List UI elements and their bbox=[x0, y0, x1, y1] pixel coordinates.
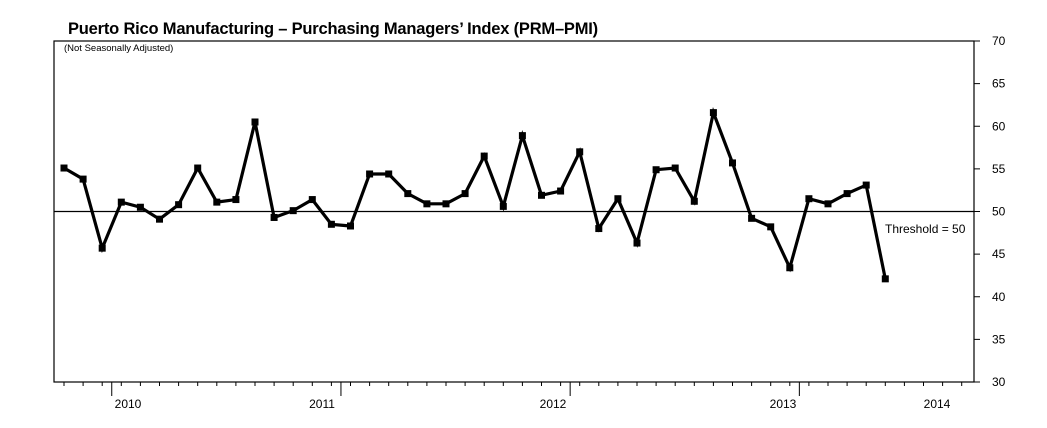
data-point bbox=[98, 244, 106, 252]
y-tick-label: 55 bbox=[992, 162, 1006, 176]
data-point bbox=[614, 195, 622, 203]
data-point bbox=[251, 118, 259, 126]
data-point bbox=[671, 164, 679, 172]
data-point bbox=[576, 148, 584, 156]
data-point bbox=[862, 181, 870, 189]
x-axis: 2010 2011 2012 2013 2014 bbox=[63, 382, 963, 411]
data-point bbox=[709, 109, 717, 117]
data-point bbox=[60, 164, 68, 172]
y-tick-label: 40 bbox=[992, 290, 1006, 304]
y-tick-label: 35 bbox=[992, 332, 1006, 346]
data-point bbox=[499, 202, 507, 210]
series-group bbox=[60, 106, 889, 283]
y-tick-label: 70 bbox=[992, 34, 1006, 48]
y-tick-label: 30 bbox=[992, 375, 1006, 389]
y-tick-label: 65 bbox=[992, 77, 1006, 91]
data-point bbox=[289, 207, 297, 215]
data-point bbox=[843, 190, 851, 198]
chart-title: Puerto Rico Manufacturing – Purchasing M… bbox=[68, 20, 598, 38]
data-point bbox=[308, 196, 316, 204]
data-point bbox=[690, 197, 698, 205]
threshold-label: Threshold = 50 bbox=[885, 222, 966, 236]
data-point bbox=[366, 170, 374, 178]
data-point bbox=[194, 164, 202, 172]
data-point bbox=[786, 264, 794, 272]
data-point bbox=[156, 215, 163, 223]
data-point bbox=[117, 198, 125, 206]
x-tick-label: 2013 bbox=[770, 397, 797, 411]
data-point bbox=[729, 159, 736, 167]
data-point bbox=[633, 239, 641, 247]
data-point bbox=[461, 190, 469, 198]
chart-subtitle: (Not Seasonally Adjusted) bbox=[64, 43, 173, 54]
data-point bbox=[767, 223, 775, 231]
data-point bbox=[538, 191, 545, 199]
series-line bbox=[63, 106, 887, 280]
data-point bbox=[881, 275, 889, 283]
x-tick-label: 2010 bbox=[115, 397, 142, 411]
data-point bbox=[423, 200, 431, 208]
data-point bbox=[595, 225, 603, 233]
data-point bbox=[327, 220, 335, 228]
x-tick-label: 2014 bbox=[924, 397, 951, 411]
y-tick-label: 60 bbox=[992, 119, 1006, 133]
data-point bbox=[557, 187, 565, 195]
data-point bbox=[79, 175, 87, 183]
data-point bbox=[136, 203, 144, 211]
y-tick-label: 50 bbox=[992, 205, 1006, 219]
y-axis: 30 35 40 45 50 55 60 65 70 bbox=[974, 34, 1006, 389]
data-point bbox=[232, 196, 240, 204]
data-point bbox=[442, 200, 450, 208]
data-point bbox=[480, 152, 488, 160]
data-point bbox=[748, 214, 756, 222]
data-point bbox=[347, 222, 354, 230]
data-point bbox=[824, 200, 832, 208]
x-tick-label: 2012 bbox=[540, 397, 567, 411]
y-tick-label: 45 bbox=[992, 247, 1006, 261]
data-point bbox=[404, 190, 412, 198]
data-point bbox=[652, 166, 660, 174]
data-point bbox=[175, 201, 183, 209]
data-point bbox=[518, 132, 526, 140]
data-point bbox=[805, 195, 813, 203]
data-point bbox=[385, 170, 393, 178]
data-point bbox=[213, 198, 221, 206]
x-tick-label: 2011 bbox=[309, 397, 335, 411]
data-point bbox=[270, 213, 278, 221]
